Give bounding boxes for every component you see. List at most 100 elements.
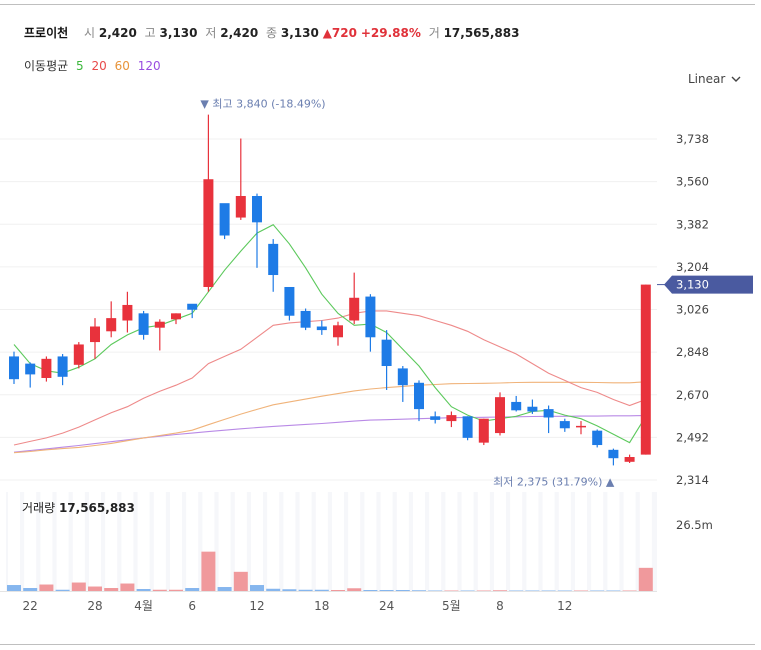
candle (592, 429, 603, 448)
candle (90, 318, 100, 359)
candle (122, 291, 133, 333)
volume-bar (71, 582, 86, 591)
volume-bar (23, 588, 38, 591)
candle (397, 366, 408, 402)
candle (41, 356, 52, 382)
volume-slot (510, 492, 523, 592)
ma20-line (13, 310, 646, 446)
ma60-line (13, 381, 646, 454)
candle (187, 303, 198, 319)
ma120-line (13, 415, 646, 453)
price-tick-label: 2,670 (676, 388, 709, 402)
candle-body (106, 318, 117, 332)
candle-body (592, 430, 603, 446)
volume-slot (299, 492, 312, 592)
volume-bar (395, 590, 410, 591)
price-axis: 3,738 3,560 3,382 3,204 3,026 2,848 2,670 2,492… (657, 132, 753, 487)
candle-body (640, 284, 651, 455)
candle (446, 411, 457, 428)
candle-body (462, 416, 473, 438)
candle-body (365, 296, 376, 338)
date-tick-label: 4월 (134, 599, 153, 613)
candle (203, 114, 214, 292)
volume-slot (477, 492, 490, 592)
volume-bar (347, 588, 362, 591)
date-tick-label: 8 (496, 599, 504, 613)
volume-bar (493, 590, 507, 591)
volume-slot (429, 492, 442, 592)
candle (219, 203, 230, 240)
volume-slot (623, 492, 636, 592)
price-tick-label: 3,738 (676, 132, 709, 146)
volume-slot (283, 492, 296, 592)
date-tick-label: 5월 (442, 599, 461, 613)
volume-background: 26.5m (6, 492, 713, 592)
date-tick-label: 12 (557, 599, 572, 613)
candle-body (171, 313, 181, 320)
candle-body (527, 406, 538, 412)
volume-slot (153, 492, 166, 592)
candle (349, 272, 360, 325)
volume-slot (72, 492, 85, 592)
volume-slot (315, 492, 328, 592)
candle-body (154, 321, 165, 328)
candle (495, 392, 505, 436)
candle (252, 193, 262, 268)
candle-body (446, 415, 457, 422)
candle (25, 362, 36, 388)
volume-bar (282, 589, 297, 591)
volume-slot (186, 492, 199, 592)
volume-slot (461, 492, 474, 592)
ma-20-label: 20 (91, 59, 107, 73)
candle (316, 320, 327, 335)
candle (73, 342, 84, 369)
candle-body (543, 409, 554, 418)
ma-60-label: 60 (114, 59, 130, 73)
candle-body (122, 304, 133, 321)
candle-body (624, 457, 635, 462)
volume-bar (412, 590, 426, 591)
volume-slot (558, 492, 571, 592)
candle (365, 294, 376, 352)
volume-bar (314, 589, 329, 591)
candle-body (9, 356, 19, 380)
low-label: 저 (205, 26, 217, 40)
volume-slot (364, 492, 377, 592)
high-value: 3,130 (159, 26, 198, 40)
candle (462, 416, 473, 441)
volume-bar (379, 590, 394, 591)
volume-bar (104, 588, 119, 591)
current-price-tag (664, 275, 753, 294)
candle-body (203, 179, 214, 287)
date-tick-label: 24 (379, 599, 394, 613)
volume-bar (266, 588, 281, 591)
volume-bar (363, 590, 378, 591)
close-value: 3,130 (280, 26, 319, 40)
candle (511, 395, 522, 412)
volume-slot (348, 492, 361, 592)
volume-bar (331, 590, 345, 591)
price-summary: 프로이천 시 2,420 고 3,130 저 2,420 종 3,130 ▲72… (24, 24, 519, 41)
candle-body (559, 421, 570, 429)
candle (333, 321, 343, 346)
volume-slot (332, 492, 344, 592)
candle (414, 380, 424, 422)
candle (576, 421, 586, 435)
candle (430, 411, 441, 424)
candle (235, 138, 246, 220)
volume-slot (121, 492, 134, 592)
candle (106, 301, 117, 338)
candle-body (300, 310, 311, 328)
date-tick-label: 22 (23, 599, 38, 613)
volume-bar (233, 571, 248, 591)
scale-selector-button[interactable]: Linear (688, 72, 741, 86)
date-tick-label: 18 (314, 599, 329, 613)
price-tick-label: 3,382 (676, 217, 709, 231)
volume-slot (8, 492, 20, 592)
price-tick-label: 3,026 (676, 303, 709, 317)
candle-body (478, 418, 489, 443)
ma-5-label: 5 (76, 59, 84, 73)
date-axis: 22 28 4월 6 12 18 24 5월 8 12 (23, 599, 573, 613)
candle-body (333, 325, 343, 338)
